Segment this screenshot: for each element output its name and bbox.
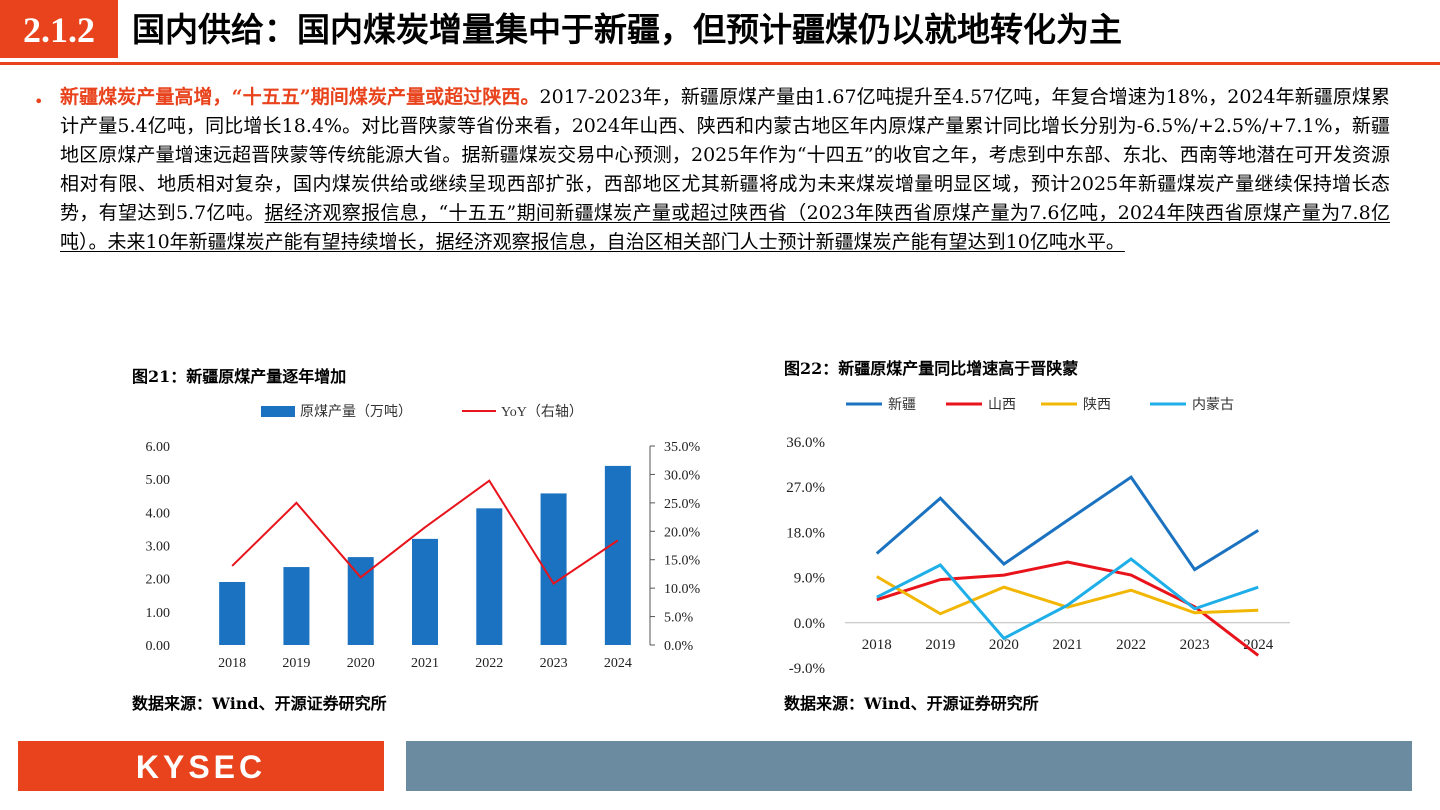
- figure22-source: 数据来源：Wind、开源证券研究所: [784, 694, 1039, 713]
- figure22-chart: 新疆 山西 陕西 内蒙古 -9.0% 0.0% 9.0% 18.0% 27.0% 36.0% 201…: [786, 397, 1290, 677]
- highlight-text: 新疆煤炭产量高增，“十五五”期间煤炭产量或超过陕西。: [60, 86, 540, 108]
- series-line-3: [876, 575, 1259, 616]
- y-left-tick-label: 2.00: [146, 573, 171, 588]
- y-left-tick-label: 6.00: [146, 440, 171, 455]
- footer-logo-bar: KYSEC: [18, 741, 384, 791]
- bar: [283, 567, 310, 645]
- legend-label-1: 新疆: [888, 397, 916, 413]
- x-tick-label: 2024: [604, 656, 632, 671]
- legend-label-4: 内蒙古: [1192, 397, 1234, 413]
- figure21-source: 数据来源：Wind、开源证券研究所: [132, 694, 387, 713]
- y-right-tick-label: 5.0%: [664, 611, 694, 626]
- y-tick-label: 9.0%: [794, 571, 825, 587]
- legend-label-2: 山西: [988, 397, 1016, 413]
- plain-text: 2017-2023年，新疆原煤产量由1.67亿吨提升至4.57亿吨，年复合增速为…: [60, 86, 1390, 224]
- legend-label-3: 陕西: [1083, 397, 1111, 413]
- y-left-tick-label: 0.00: [146, 639, 171, 654]
- series-line-4: [876, 557, 1259, 641]
- body-paragraph: 新疆煤炭产量高增，“十五五”期间煤炭产量或超过陕西。2017-2023年，新疆原…: [60, 83, 1390, 257]
- yoy-line: [231, 479, 619, 586]
- y-right-tick-label: 0.0%: [664, 639, 694, 654]
- y-tick-label: 0.0%: [794, 616, 825, 632]
- x-tick-label: 2022: [475, 656, 503, 671]
- series-line-2: [876, 560, 1260, 657]
- bar: [476, 508, 503, 645]
- legend-label-line: YoY（右轴）: [501, 404, 583, 420]
- x-tick-label: 2018: [218, 656, 246, 671]
- figure22-title: 图22：新疆原煤产量同比增速高于晋陕蒙: [784, 359, 1079, 378]
- y-tick-label: -9.0%: [789, 661, 825, 677]
- y-left-tick-label: 1.00: [146, 606, 171, 621]
- y-left-tick-label: 4.00: [146, 506, 171, 521]
- y-right-tick-label: 10.0%: [664, 582, 701, 597]
- bullet-icon: •: [34, 92, 44, 111]
- legend-swatch-bar: [261, 406, 295, 417]
- y-left-tick-label: 5.00: [146, 473, 171, 488]
- series-line-1: [875, 475, 1260, 572]
- x-tick-label: 2022: [1116, 637, 1146, 653]
- section-number: 2.1.2: [0, 0, 118, 58]
- x-tick-label: 2018: [862, 637, 892, 653]
- page-title: 国内供给：国内煤炭增量集中于新疆，但预计疆煤仍以就地转化为主: [132, 10, 1122, 49]
- underlined-text: 据经济观察报信息，“十五五”期间新疆煤炭产量或超过陕西省（2023年陕西省原煤产…: [60, 202, 1390, 253]
- x-tick-label: 2019: [282, 656, 310, 671]
- bar: [604, 465, 631, 645]
- x-tick-label: 2023: [540, 656, 568, 671]
- y-right-tick-label: 35.0%: [664, 440, 701, 455]
- y-right-tick-label: 15.0%: [664, 554, 701, 569]
- figure21-chart: 原煤产量（万吨） YoY（右轴） 0.00 1.00 2.00 3.00 4.00 5.00 6…: [146, 404, 701, 671]
- y-right-tick-label: 25.0%: [664, 497, 701, 512]
- footer-bar: [406, 741, 1412, 791]
- x-tick-label: 2021: [411, 656, 439, 671]
- y-left-tick-label: 3.00: [146, 540, 171, 555]
- kysec-logo: KYSEC: [135, 749, 267, 785]
- bar: [412, 538, 438, 645]
- x-tick-label: 2019: [925, 637, 955, 653]
- y-tick-label: 27.0%: [786, 480, 825, 496]
- y-tick-label: 36.0%: [786, 435, 825, 451]
- y-right-tick-label: 20.0%: [664, 525, 701, 540]
- y-tick-label: 18.0%: [786, 525, 825, 541]
- bar: [219, 581, 246, 645]
- header: 2.1.2 国内供给：国内煤炭增量集中于新疆，但预计疆煤仍以就地转化为主: [0, 0, 1440, 58]
- x-tick-label: 2023: [1180, 637, 1210, 653]
- x-tick-label: 2024: [1243, 637, 1274, 653]
- x-tick-label: 2021: [1053, 637, 1083, 653]
- x-tick-label: 2020: [989, 637, 1019, 653]
- y-right-tick-label: 30.0%: [664, 468, 701, 483]
- x-tick-label: 2020: [347, 656, 375, 671]
- figure21-title: 图21：新疆原煤产量逐年增加: [132, 367, 347, 386]
- header-rule: [0, 62, 1440, 65]
- legend-label-bar: 原煤产量（万吨）: [300, 404, 412, 420]
